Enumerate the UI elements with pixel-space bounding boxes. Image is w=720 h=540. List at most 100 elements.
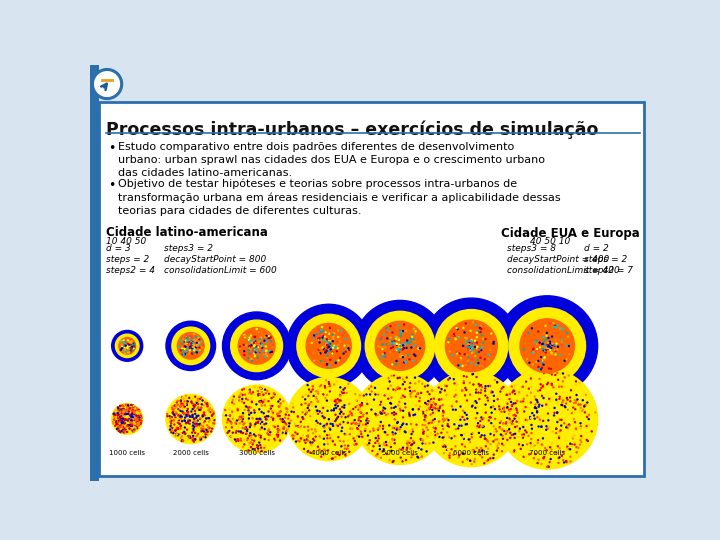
Point — [458, 372, 469, 381]
Point — [134, 412, 145, 421]
Point — [422, 381, 433, 390]
Point — [334, 337, 346, 346]
FancyBboxPatch shape — [99, 102, 644, 476]
Point — [464, 390, 476, 399]
Text: Cidade EUA e Europa: Cidade EUA e Europa — [500, 226, 639, 240]
Point — [583, 421, 595, 429]
Point — [510, 404, 522, 413]
Point — [116, 416, 127, 425]
Point — [387, 436, 398, 444]
Point — [194, 434, 206, 442]
Point — [256, 417, 268, 426]
Point — [252, 418, 264, 427]
Point — [312, 387, 323, 395]
Point — [181, 333, 193, 342]
Point — [405, 379, 416, 387]
Point — [346, 406, 357, 414]
Point — [186, 349, 197, 357]
Point — [533, 402, 544, 411]
Point — [110, 405, 122, 414]
Point — [395, 394, 407, 402]
Point — [387, 338, 398, 347]
Point — [531, 413, 543, 422]
Point — [239, 333, 251, 341]
Point — [278, 425, 289, 434]
Point — [459, 442, 471, 451]
Point — [169, 404, 181, 413]
Point — [300, 438, 311, 447]
Point — [496, 447, 508, 456]
Point — [122, 343, 134, 352]
Point — [333, 340, 344, 349]
Point — [249, 345, 261, 353]
Point — [470, 388, 482, 397]
Point — [118, 410, 130, 419]
Point — [272, 433, 284, 441]
Point — [253, 338, 264, 346]
Point — [131, 411, 143, 420]
Point — [331, 347, 343, 356]
Point — [133, 416, 145, 425]
Point — [513, 414, 525, 422]
Point — [570, 405, 581, 414]
Point — [400, 456, 412, 464]
Point — [409, 373, 420, 382]
Point — [504, 407, 516, 415]
Point — [186, 338, 197, 346]
Point — [302, 403, 313, 412]
Point — [479, 361, 490, 370]
Point — [109, 413, 121, 422]
Point — [541, 342, 553, 350]
Point — [319, 413, 330, 422]
Point — [312, 389, 324, 398]
Point — [194, 395, 206, 403]
Point — [446, 434, 457, 443]
Point — [188, 424, 199, 433]
Point — [249, 337, 261, 346]
Point — [176, 393, 188, 402]
Point — [325, 437, 337, 445]
Point — [552, 342, 564, 351]
Point — [230, 418, 241, 427]
Point — [526, 409, 538, 417]
Point — [122, 342, 133, 351]
Point — [239, 406, 251, 414]
Point — [567, 432, 578, 441]
Point — [208, 418, 220, 427]
Point — [114, 416, 126, 425]
Point — [323, 454, 334, 463]
Point — [319, 335, 330, 344]
Point — [351, 396, 363, 405]
Point — [188, 401, 199, 410]
Point — [379, 441, 390, 449]
Point — [170, 408, 181, 417]
Point — [116, 422, 127, 431]
Point — [399, 427, 410, 436]
Point — [492, 444, 504, 453]
Point — [546, 348, 557, 357]
Point — [323, 343, 335, 352]
Point — [492, 441, 503, 450]
Text: 2000 cells: 2000 cells — [173, 450, 209, 456]
Point — [309, 448, 320, 457]
Point — [318, 327, 330, 336]
Point — [570, 380, 582, 389]
Point — [391, 356, 402, 365]
Point — [521, 392, 533, 400]
Point — [564, 457, 576, 466]
Point — [199, 424, 211, 433]
Point — [112, 409, 123, 418]
Point — [307, 438, 318, 447]
Point — [581, 436, 593, 444]
Point — [550, 323, 562, 332]
Point — [317, 343, 328, 352]
Point — [319, 346, 330, 355]
Point — [171, 430, 182, 438]
Point — [184, 338, 195, 347]
Point — [509, 389, 521, 398]
Point — [267, 341, 279, 349]
Point — [236, 414, 248, 423]
Point — [528, 441, 540, 450]
Point — [393, 335, 405, 344]
Point — [408, 451, 419, 460]
